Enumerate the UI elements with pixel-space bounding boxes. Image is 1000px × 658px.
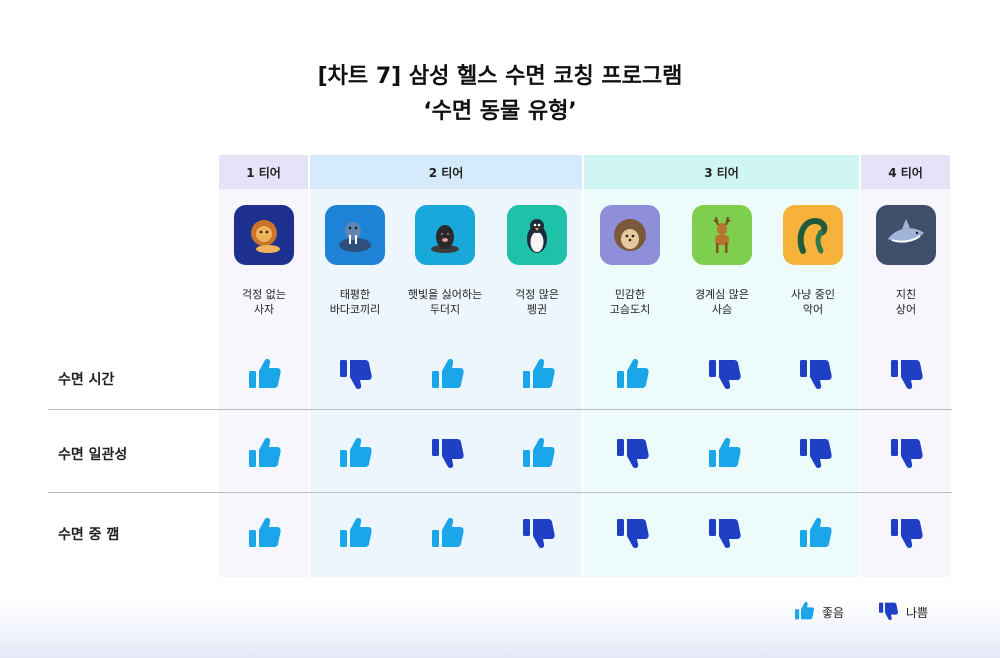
- row-label-wake-during-sleep: 수면 중 깸: [58, 527, 120, 543]
- animal-name-line2: 펭귄: [526, 303, 548, 316]
- chart-title: [차트 7] 삼성 헬스 수면 코칭 프로그램: [317, 64, 683, 89]
- thumbs-up-icon: [335, 433, 375, 473]
- animal-name-line2: 고슴도치: [609, 303, 651, 316]
- thumbs-down-icon: [518, 513, 558, 553]
- thumbs-up-icon: [244, 513, 284, 553]
- lion-icon: [234, 205, 294, 265]
- legend-bad-label: 나쁨: [906, 606, 929, 620]
- animal-name-line2: 바다코끼리: [329, 303, 381, 316]
- legend-bad: 나쁨: [876, 599, 928, 626]
- tier-3-header: 3 티어: [584, 155, 859, 189]
- animal-name-line2: 상어: [895, 303, 917, 316]
- thumbs-down-icon: [886, 354, 926, 394]
- thumbs-down-icon: [876, 599, 906, 626]
- shark-icon: [876, 205, 936, 265]
- tier-4-header: 4 티어: [861, 155, 950, 189]
- thumbs-down-icon: [795, 354, 835, 394]
- animal-name-line1: 경계심 많은: [694, 288, 750, 301]
- thumbs-up-icon: [792, 599, 822, 626]
- thumbs-down-icon: [704, 354, 744, 394]
- animal-name-line2: 사슴: [711, 303, 733, 316]
- thumbs-up-icon: [244, 433, 284, 473]
- animal-name-line2: 사자: [253, 303, 275, 316]
- thumbs-down-icon: [335, 354, 375, 394]
- thumbs-up-icon: [704, 433, 744, 473]
- thumbs-up-icon: [518, 433, 558, 473]
- animal-name-line2: 두더지: [429, 303, 461, 316]
- mole-icon: [415, 205, 475, 265]
- animal-name-line1: 지친: [895, 288, 917, 301]
- crocodile-icon: [783, 205, 843, 265]
- thumbs-up-icon: [335, 513, 375, 553]
- hedgehog-icon: [600, 205, 660, 265]
- animal-name-line1: 태평한: [339, 288, 371, 301]
- thumbs-down-icon: [795, 433, 835, 473]
- legend-good: 좋음: [792, 599, 844, 626]
- row-divider: [48, 492, 952, 493]
- thumbs-up-icon: [795, 513, 835, 553]
- thumbs-up-icon: [244, 354, 284, 394]
- animal-name-line1: 사냥 중인: [791, 288, 835, 301]
- tier-2-header: 2 티어: [310, 155, 582, 189]
- penguin-icon: [507, 205, 567, 265]
- row-divider: [48, 409, 952, 410]
- row-label-sleep-duration: 수면 시간: [58, 372, 115, 388]
- walrus-icon: [325, 205, 385, 265]
- animal-name-line1: 민감한: [614, 288, 646, 301]
- tier-1-header: 1 티어: [219, 155, 308, 189]
- thumbs-down-icon: [612, 433, 652, 473]
- thumbs-down-icon: [886, 513, 926, 553]
- thumbs-up-icon: [518, 354, 558, 394]
- thumbs-up-icon: [427, 354, 467, 394]
- deer-icon: [692, 205, 752, 265]
- legend-good-label: 좋음: [822, 606, 845, 620]
- animal-name-line1: 걱정 많은: [515, 288, 559, 301]
- animal-name-line1: 햇빛을 싫어하는: [407, 288, 483, 301]
- thumbs-up-icon: [427, 513, 467, 553]
- animal-name-line1: 걱정 없는: [242, 288, 286, 301]
- row-label-sleep-consistency: 수면 일관성: [58, 447, 128, 463]
- thumbs-down-icon: [704, 513, 744, 553]
- thumbs-down-icon: [612, 513, 652, 553]
- chart-subtitle: ‘수면 동물 유형’: [423, 99, 577, 124]
- thumbs-up-icon: [612, 354, 652, 394]
- thumbs-down-icon: [427, 433, 467, 473]
- animal-name-line2: 악어: [802, 303, 824, 316]
- thumbs-down-icon: [886, 433, 926, 473]
